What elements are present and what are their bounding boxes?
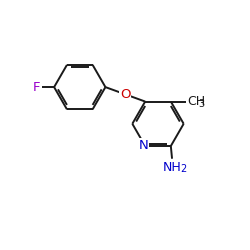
Text: CH: CH [187, 94, 205, 108]
Text: 2: 2 [180, 164, 186, 173]
Text: NH: NH [163, 161, 182, 174]
Text: O: O [120, 88, 130, 101]
Text: 3: 3 [198, 99, 204, 109]
Text: N: N [138, 139, 148, 152]
Text: F: F [33, 80, 41, 94]
